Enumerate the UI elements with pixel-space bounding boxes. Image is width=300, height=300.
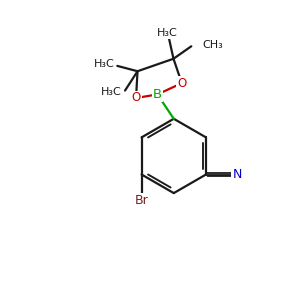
Text: N: N xyxy=(232,168,242,181)
Text: B: B xyxy=(153,88,162,101)
Text: O: O xyxy=(177,76,186,90)
Text: CH₃: CH₃ xyxy=(202,40,224,50)
Text: H₃C: H₃C xyxy=(94,59,114,69)
Text: Br: Br xyxy=(135,194,148,207)
Text: O: O xyxy=(131,92,141,104)
Text: H₃C: H₃C xyxy=(157,28,178,38)
Text: H₃C: H₃C xyxy=(101,87,122,97)
